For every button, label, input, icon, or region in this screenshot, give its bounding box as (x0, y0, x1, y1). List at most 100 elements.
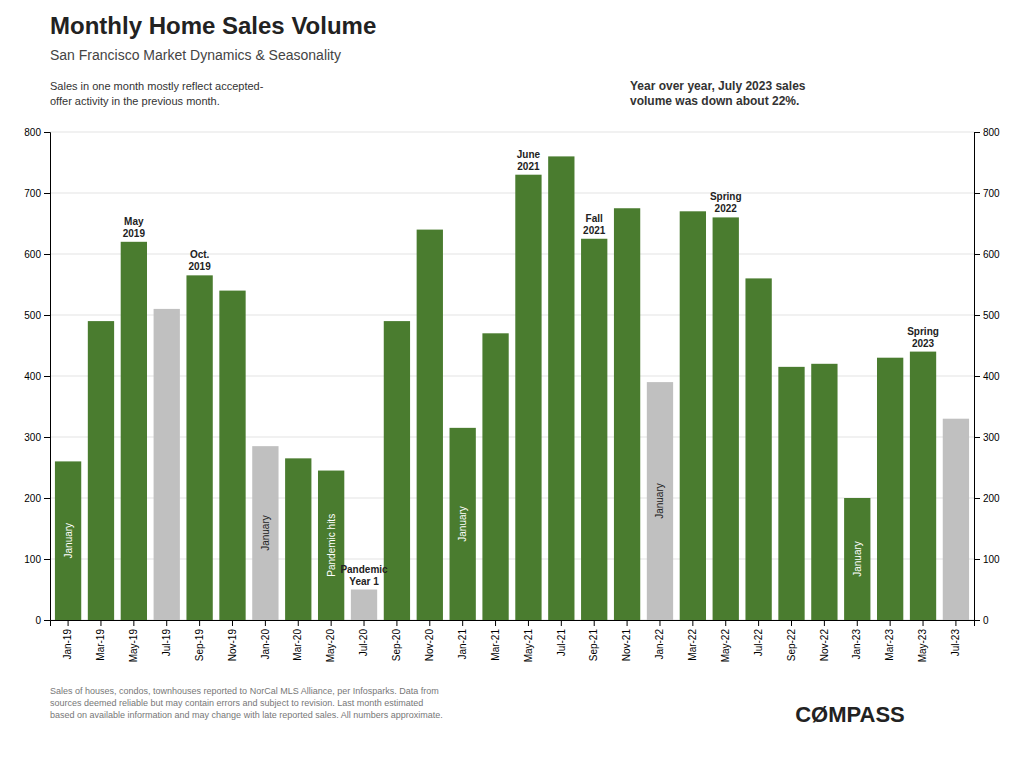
y2-tick-label: 200 (983, 493, 1000, 504)
x-tick: Nov-20 (424, 620, 435, 661)
y-tick: 800 (24, 127, 50, 138)
bar (680, 211, 706, 620)
x-tick-label: Jul-19 (161, 629, 172, 657)
x-tick-label: Jan-22 (654, 629, 665, 660)
x-tick-label: Jan-23 (851, 629, 862, 660)
x-tick-mark (100, 620, 101, 626)
y-tick-mark (44, 193, 50, 194)
y2-tick: 800 (974, 127, 1000, 138)
x-tick-label: Sep-20 (391, 629, 402, 662)
bar-annotation: January (852, 541, 863, 577)
annotation-line: offer activity in the previous month. (50, 95, 220, 107)
bar (154, 309, 180, 620)
x-tick-mark (627, 620, 628, 626)
y2-axis: 0100200300400500600700800 (974, 127, 1000, 626)
x-tick: Jul-19 (161, 620, 172, 656)
y-tick-label: 300 (24, 432, 41, 443)
y-tick: 300 (24, 432, 50, 443)
bar (877, 358, 903, 620)
x-tick-label: Mar-22 (687, 629, 698, 661)
y2-tick-mark (974, 315, 980, 316)
x-tick: Jan-23 (851, 620, 862, 660)
bar (811, 364, 837, 620)
y-tick: 600 (24, 249, 50, 260)
x-tick-label: Sep-21 (588, 629, 599, 662)
x-tick-mark (594, 620, 595, 626)
bar-annotation: Spring2023 (907, 326, 939, 349)
x-tick: Mar-22 (687, 620, 698, 661)
bar (745, 278, 771, 620)
brand: CØMPASS (795, 702, 905, 727)
x-tick-label: Nov-19 (227, 629, 238, 662)
y-tick: 400 (24, 371, 50, 382)
y2-tick: 400 (974, 371, 1000, 382)
x-tick-mark (791, 620, 792, 626)
x-tick-label: Jul-20 (358, 629, 369, 657)
y-tick-mark (44, 498, 50, 499)
grid (50, 132, 974, 620)
x-tick: Sep-19 (194, 620, 205, 661)
bar (351, 590, 377, 621)
x-tick-mark (923, 620, 924, 626)
x-tick-mark (561, 620, 562, 626)
y2-tick-mark (974, 254, 980, 255)
bar (943, 419, 969, 620)
bar (55, 461, 81, 620)
x-tick-label: Jan-19 (62, 629, 73, 660)
x-tick: May-23 (917, 620, 928, 662)
x-tick-label: Jan-21 (457, 629, 468, 660)
bar-annotation: June2021 (517, 149, 541, 172)
x-tick: Nov-21 (621, 620, 632, 661)
y2-tick-label: 100 (983, 554, 1000, 565)
y2-tick: 200 (974, 493, 1000, 504)
footer-line: sources deemed reliable but may contain … (50, 698, 423, 708)
grid-line (50, 132, 974, 133)
bar-annotation: PandemicYear 1 (340, 564, 388, 587)
x-tick: Mar-20 (292, 620, 303, 661)
x-tick-label: Jul-21 (556, 629, 567, 657)
y-tick-mark (44, 559, 50, 560)
x-axis: Jan-19Mar-19May-19Jul-19Sep-19Nov-19Jan-… (51, 620, 975, 662)
bar (219, 291, 245, 620)
x-tick-label: Nov-20 (424, 629, 435, 662)
bar-annotation: January (63, 523, 74, 559)
x-tick-label: May-21 (523, 629, 534, 663)
y2-tick-label: 0 (983, 615, 989, 626)
bar (778, 367, 804, 620)
y2-tick-mark (974, 498, 980, 499)
x-tick-mark (692, 620, 693, 626)
x-tick-label: Jan-20 (260, 629, 271, 660)
x-tick-label: Jul-22 (753, 629, 764, 657)
x-tick-label: Mar-23 (884, 629, 895, 661)
x-tick-mark (166, 620, 167, 626)
bar (121, 242, 147, 620)
x-tick-mark (528, 620, 529, 626)
x-tick: Mar-19 (95, 620, 106, 661)
chart: Monthly Home Sales VolumeSan Francisco M… (0, 0, 1024, 768)
y2-tick-mark (974, 559, 980, 560)
x-tick-mark (364, 620, 365, 626)
bar-annotation-line: 2021 (517, 161, 540, 172)
x-tick: Sep-20 (391, 620, 402, 661)
bar-annotation: Pandemic hits (326, 514, 337, 577)
y-tick-mark (44, 254, 50, 255)
bar (515, 175, 541, 620)
bar (450, 428, 476, 620)
title: Monthly Home Sales Volume (50, 12, 376, 39)
y-tick-label: 0 (35, 615, 41, 626)
bar-annotation: Fall2021 (583, 213, 606, 236)
x-tick: Mar-21 (490, 620, 501, 661)
x-tick: Jan-19 (62, 620, 73, 660)
footer: Sales of houses, condos, townhouses repo… (50, 686, 443, 720)
y2-tick: 700 (974, 188, 1000, 199)
bar-annotation: January (260, 515, 271, 551)
x-tick: Jan-20 (260, 620, 271, 660)
bar-annotation-line: June (517, 149, 541, 160)
bar (614, 208, 640, 620)
x-tick-label: Mar-19 (95, 629, 106, 661)
x-tick: Nov-22 (819, 620, 830, 661)
bar-annotation-line: Oct. (190, 249, 210, 260)
y2-tick: 600 (974, 249, 1000, 260)
y2-tick-label: 600 (983, 249, 1000, 260)
plot: 0100200300400500600700800010020030040050… (24, 127, 1000, 663)
